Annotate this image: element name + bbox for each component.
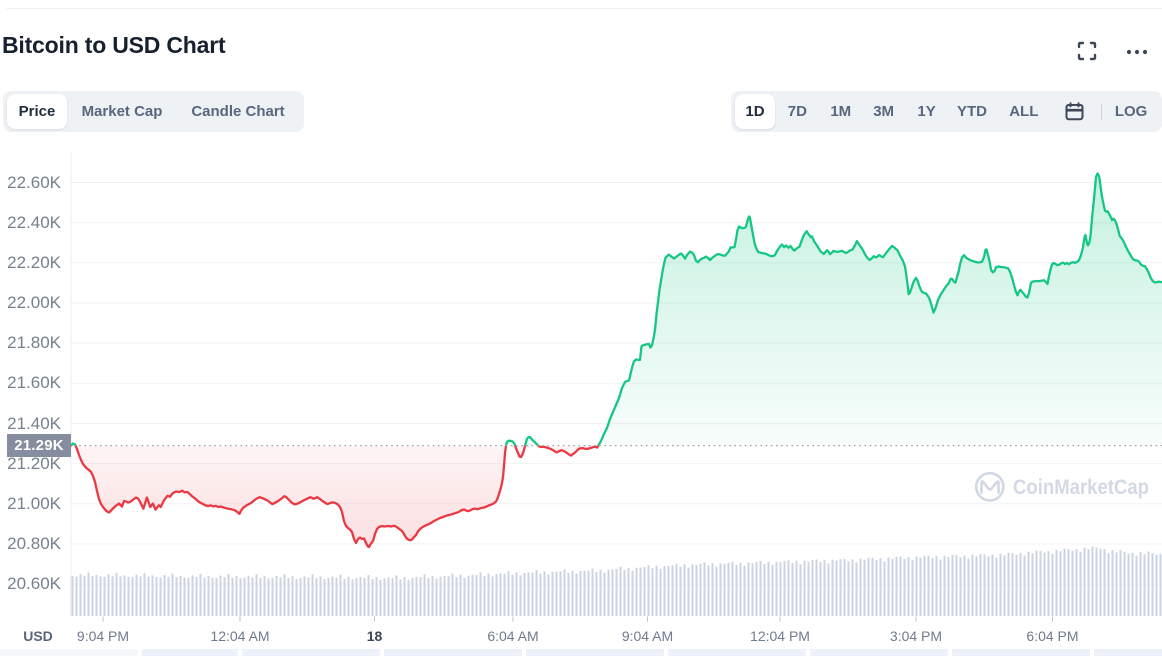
svg-text:CoinMarketCap: CoinMarketCap	[1013, 476, 1149, 499]
